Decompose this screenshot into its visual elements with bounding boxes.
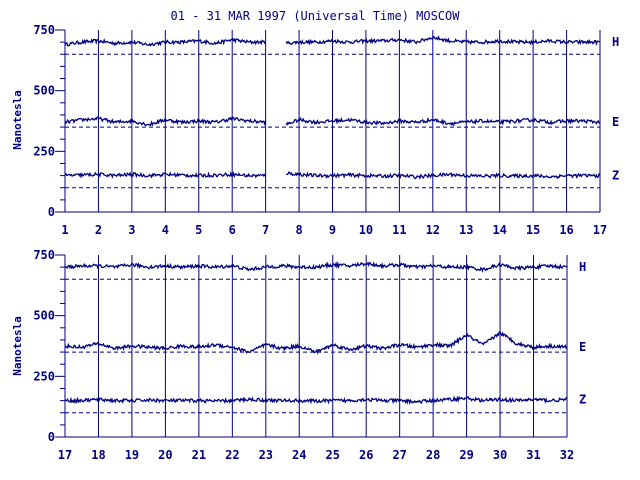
x-tick-label: 2 (95, 223, 102, 237)
x-tick-label: 13 (459, 223, 473, 237)
y-axis-label-bottom: Nanotesla (11, 316, 24, 376)
series-E-line (64, 331, 568, 355)
series-Z-line (64, 170, 267, 179)
x-tick-label: 32 (560, 448, 574, 462)
x-tick-label: 7 (262, 223, 269, 237)
x-tick-label: 26 (359, 448, 373, 462)
y-tick-label: 750 (33, 23, 55, 37)
series-E-line (64, 116, 267, 127)
x-tick-label: 28 (426, 448, 440, 462)
x-tick-label: 29 (459, 448, 473, 462)
series-H-line (64, 261, 567, 273)
x-tick-label: 31 (526, 448, 540, 462)
y-tick-label: 250 (33, 369, 55, 383)
x-tick-label: 14 (492, 223, 506, 237)
series-label-H: H (612, 35, 619, 49)
series-Z-line (286, 171, 601, 180)
x-tick-label: 22 (225, 448, 239, 462)
y-tick-label: 0 (48, 430, 55, 444)
x-tick-label: 23 (259, 448, 273, 462)
x-tick-label: 4 (162, 223, 169, 237)
y-tick-label: 500 (33, 84, 55, 98)
x-tick-label: 27 (392, 448, 406, 462)
x-tick-label: 15 (526, 223, 540, 237)
x-tick-label: 6 (229, 223, 236, 237)
series-H-line (285, 35, 600, 46)
x-tick-label: 17 (58, 448, 72, 462)
x-tick-label: 12 (426, 223, 440, 237)
x-tick-label: 30 (493, 448, 507, 462)
series-label-E: E (579, 340, 586, 354)
panel-bottom: 17 18 19 20 21 22 23 24 25 26 27 28 29 30 31 32 0 250 500 7… (33, 248, 586, 462)
x-tick-label: 19 (125, 448, 139, 462)
x-tick-label: 5 (195, 223, 202, 237)
series-label-H: H (579, 260, 586, 274)
chart-title: 01 - 31 MAR 1997 (Universal Time) MOSCOW (171, 9, 461, 23)
series-H-line (64, 37, 266, 47)
x-tick-label: 11 (392, 223, 406, 237)
x-tick-label: 17 (593, 223, 607, 237)
y-tick-label: 0 (48, 205, 55, 219)
x-tick-label: 25 (326, 448, 340, 462)
series-E-line (285, 116, 601, 127)
x-tick-label: 3 (128, 223, 135, 237)
x-tick-label: 21 (192, 448, 206, 462)
series-label-Z: Z (612, 169, 619, 183)
x-tick-label: 16 (559, 223, 573, 237)
series-Z-line (64, 395, 568, 406)
y-tick-label: 750 (33, 248, 55, 262)
y-axis-label-top: Nanotesla (11, 90, 24, 150)
y-tick-label: 250 (33, 144, 55, 158)
series-label-Z: Z (579, 392, 586, 406)
x-tick-label: 20 (158, 448, 172, 462)
x-tick-label: 10 (359, 223, 373, 237)
x-tick-label: 24 (292, 448, 306, 462)
x-tick-label: 1 (61, 223, 68, 237)
x-tick-label: 9 (329, 223, 336, 237)
x-tick-label: 8 (295, 223, 302, 237)
x-tick-label: 18 (91, 448, 105, 462)
series-label-E: E (612, 115, 619, 129)
y-tick-label: 500 (33, 309, 55, 323)
